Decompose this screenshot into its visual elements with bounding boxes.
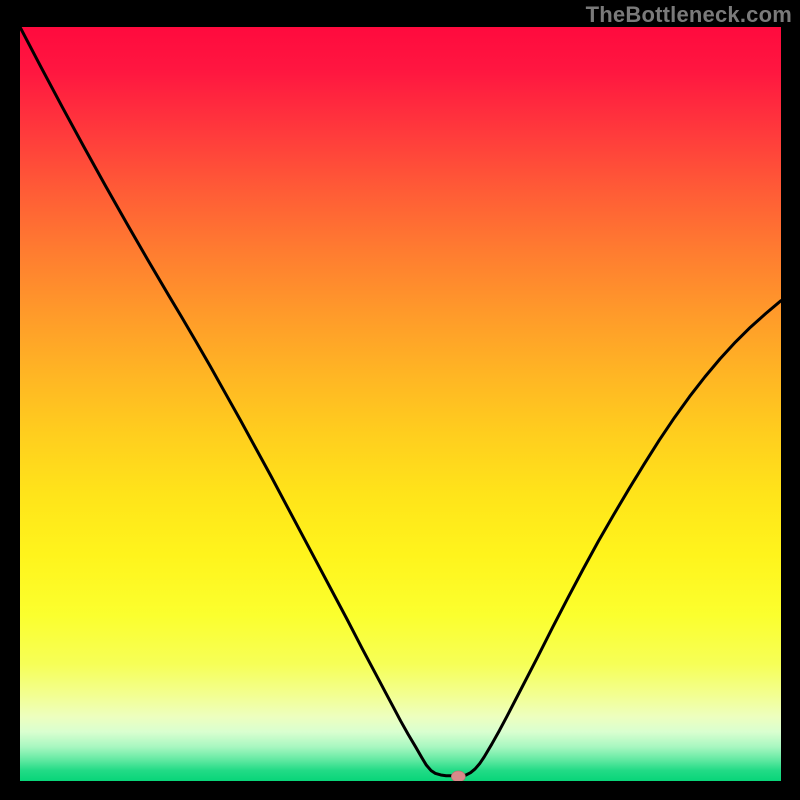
chart-svg bbox=[20, 27, 781, 781]
watermark-text: TheBottleneck.com bbox=[586, 2, 792, 28]
bottleneck-chart bbox=[20, 27, 781, 781]
current-config-marker bbox=[451, 771, 465, 781]
